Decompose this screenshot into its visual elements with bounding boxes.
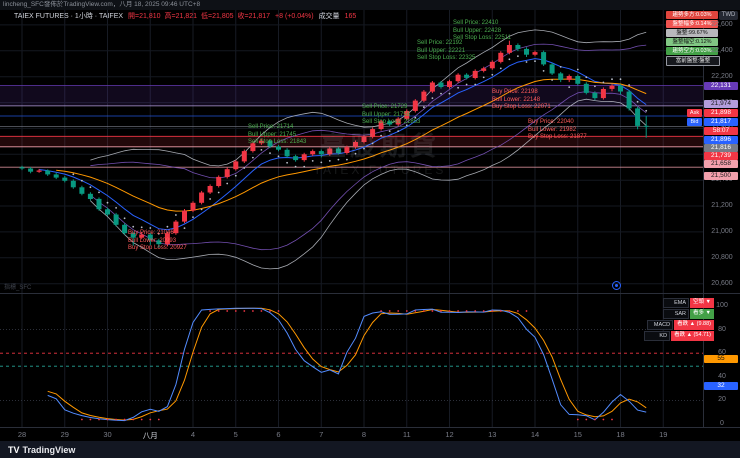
signal-label-buy: Buy Price: 21046 Bull Lower: 20993 Buy Sto… — [128, 230, 187, 251]
price-axis-label[interactable]: 21,000 — [711, 227, 733, 235]
time-axis-label[interactable]: 8 — [361, 430, 367, 439]
trend-row-5: 當前盤整:盤整 — [666, 56, 720, 66]
ohlc-values: 開=21,810 高=21,821 低=21,805 收=21,817 — [128, 11, 270, 21]
price-tag: 21,974 — [704, 100, 738, 108]
price-axis-label[interactable]: 22,600 — [711, 20, 733, 28]
indicator-legend: EMA 空頭 ▼ SAR 看多 ▼ MACD 看跌 ▲ (9.88) KD 看跌 ▲ (54.… — [644, 298, 714, 342]
signal-label-sell: Sell Price: 21729 Bull Upper: 21758 Sell S… — [362, 104, 421, 125]
time-axis-label[interactable]: 7 — [319, 430, 324, 439]
price-tag: 58:07 — [704, 127, 738, 135]
price-tag: 21,817 — [704, 118, 738, 126]
symbol-title[interactable]: TAIEX FUTURES · 1小時 · TAIFEX — [14, 13, 124, 20]
time-axis-label[interactable]: 6 — [276, 430, 281, 439]
price-tag: 21,739 — [704, 152, 738, 160]
price-tag: 21,658 — [704, 160, 738, 168]
time-axis-label[interactable]: 28 — [17, 430, 27, 439]
time-axis-label[interactable]: 30 — [103, 430, 112, 439]
time-axis-label[interactable]: 19 — [659, 430, 668, 439]
trend-strength-panel: 趨勢多方:0.03% 盤整幅多:0.14% 盤整:99.67% 盤整幅空:0.12% 趨… — [666, 11, 720, 67]
indicator-axis-label[interactable]: 20 — [718, 396, 726, 404]
indicator-axis-label[interactable]: 60 — [718, 349, 726, 357]
signal-label-buy: Buy Price: 22198 Bull Lower: 22148 Buy Sto… — [492, 89, 551, 110]
time-axis-label[interactable]: 12 — [445, 430, 454, 439]
indicator-axis-label[interactable]: 0 — [720, 420, 724, 427]
signal-label-buy: Buy Price: 22040 Bull Lower: 21982 Buy Sto… — [528, 119, 587, 140]
time-axis-label[interactable]: 4 — [190, 430, 196, 439]
time-axis-label[interactable]: 5 — [233, 430, 238, 439]
indicator-tag: 32 — [704, 382, 738, 391]
price-axis-label[interactable]: 20,800 — [711, 253, 733, 261]
time-axis-label[interactable]: 14 — [530, 430, 540, 439]
price-axis-label[interactable]: 22,400 — [711, 46, 733, 54]
indicator-axis-label[interactable]: 80 — [718, 325, 726, 333]
tradingview-brand[interactable]: TradingView — [22, 444, 76, 455]
time-axis-label[interactable]: 11 — [402, 430, 411, 439]
signal-label-sell: Sell Price: 21714 Bull Upper: 21745 Sell S… — [248, 124, 307, 145]
price-tag: 22,131 — [704, 82, 738, 90]
trend-row-0: 趨勢多方:0.03% — [666, 11, 718, 19]
tradingview-logo-icon[interactable]: TV — [8, 444, 20, 455]
ohlc-開: 開=21,810 — [128, 13, 161, 20]
trend-row-1: 盤整幅多:0.14% — [666, 20, 718, 28]
time-axis-label[interactable]: 15 — [573, 430, 582, 439]
price-axis-label[interactable]: 21,200 — [711, 202, 733, 209]
indicator-title[interactable]: 指標_SFC — [4, 285, 32, 291]
legend-row-EMA[interactable]: EMA 空頭 ▼ — [663, 298, 714, 308]
price-axis-label[interactable]: 20,600 — [711, 279, 733, 287]
legend-row-MACD[interactable]: MACD 看跌 ▲ (9.88) — [647, 320, 714, 330]
trend-row-3: 盤整幅空:0.12% — [666, 38, 718, 46]
volume-label: 成交量 — [318, 13, 340, 20]
currency-button[interactable]: TWD — [719, 11, 738, 20]
indicator-axis-label[interactable]: 100 — [716, 302, 728, 309]
ohlc-收: 收=21,817 — [237, 13, 271, 20]
time-axis-label[interactable]: 八月 — [142, 431, 158, 440]
legend-row-SAR[interactable]: SAR 看多 ▼ — [663, 309, 714, 319]
signal-label-sell: Sell Price: 22410 Bull Upper: 22428 Sell S… — [453, 20, 511, 41]
price-tag: 21,500 — [704, 172, 738, 180]
price-tag-prefix: Ask — [687, 109, 702, 117]
price-tag: 21,816 — [704, 144, 738, 152]
legend-row-KD[interactable]: KD 看跌 ▲ (54.71) — [644, 331, 714, 341]
price-tag: 21,898 — [704, 109, 738, 117]
time-axis-label[interactable]: 29 — [60, 430, 69, 439]
volume-value: 165 — [344, 12, 357, 20]
price-tag-prefix: Bid — [687, 118, 702, 126]
price-axis-label[interactable]: 22,200 — [711, 72, 733, 80]
time-axis-label[interactable]: 13 — [488, 430, 497, 439]
trend-row-4: 趨勢空方:0.03% — [666, 47, 718, 55]
price-tag: 21,896 — [704, 136, 738, 144]
indicator-axis-label[interactable]: 40 — [718, 372, 726, 380]
indicator-tag: 55 — [704, 355, 738, 364]
publish-info: lincheng_SFC發佈於TradingView.com，八月 18, 20… — [0, 0, 740, 10]
trend-row-2: 盤整:99.67% — [666, 29, 718, 37]
ohlc-高: 高=21,821 — [164, 13, 198, 20]
time-axis-label[interactable]: 18 — [616, 430, 625, 439]
signal-label-sell: Sell Price: 22192 Bull Upper: 22221 Sell S… — [417, 40, 476, 61]
change-value: +8 (+0.04%) — [275, 12, 314, 20]
indicator-info-icon[interactable] — [612, 281, 621, 290]
symbol-legend[interactable]: TAIEX FUTURES · 1小時 · TAIFEX 開=21,810 高=2… — [14, 11, 356, 21]
footer-bar: TV TradingView — [0, 441, 740, 458]
ohlc-低: 低=21,805 — [201, 13, 234, 20]
